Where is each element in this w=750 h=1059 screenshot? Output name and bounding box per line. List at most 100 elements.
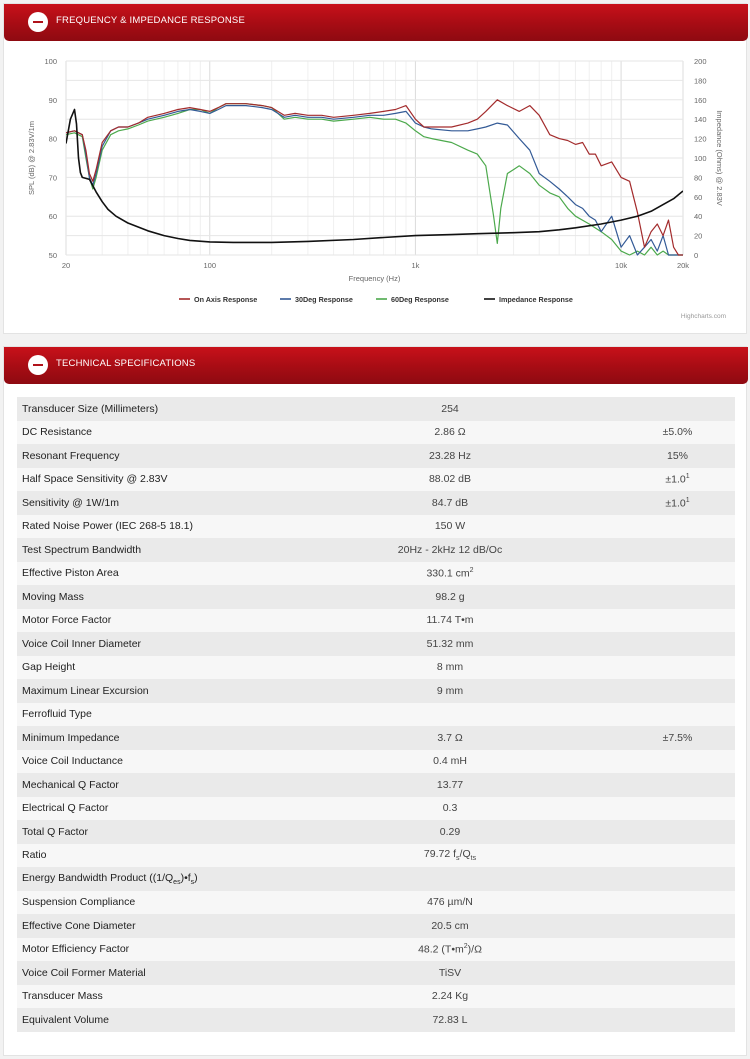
y2-tick-label: 140 [694, 115, 707, 124]
spec-value-text: 150 W [434, 520, 466, 533]
spec-tolerance [620, 679, 735, 703]
chart-credits[interactable]: Highcharts.com [680, 313, 726, 320]
x-tick-label: 20k [677, 261, 689, 270]
spec-tolerance [620, 702, 735, 726]
spec-value-subscript: s [456, 855, 460, 863]
spec-tolerance [620, 843, 735, 867]
spec-name-text: ) [194, 871, 198, 884]
spec-value-text: 254 [441, 402, 459, 415]
spec-name: Moving Mass [17, 585, 280, 609]
spec-row: Half Space Sensitivity @ 2.83V 88.02 dB ±1… [17, 467, 735, 491]
legend-item[interactable]: Impedance Response [499, 295, 573, 304]
legend-item[interactable]: 30Deg Response [295, 295, 353, 304]
spec-tolerance [620, 914, 735, 938]
legend-item[interactable]: On Axis Response [194, 295, 257, 304]
spec-tolerance-text: ±5.0% [662, 426, 693, 439]
spec-value [280, 867, 620, 891]
spec-name: Electrical Q Factor [17, 796, 280, 820]
y2-tick-label: 100 [694, 154, 707, 163]
spec-value: 9 mm [280, 679, 620, 703]
spec-row: Mechanical Q Factor 13.77 [17, 773, 735, 797]
y2-tick-label: 80 [694, 173, 702, 182]
spec-name: Rated Noise Power (IEC 268-5 18.1) [17, 514, 280, 538]
spec-tolerance [620, 514, 735, 538]
spec-value: 79.72 fs/Qts [280, 843, 620, 867]
spec-row: Voice Coil Former Material TiSV [17, 961, 735, 985]
y2-tick-label: 60 [694, 193, 702, 202]
spec-tolerance: ±1.01 [620, 491, 735, 515]
spec-name: Voice Coil Inner Diameter [17, 632, 280, 656]
spec-row: Ratio 79.72 fs/Qts [17, 843, 735, 867]
spec-tolerance [620, 632, 735, 656]
spec-name-subscript: s [190, 878, 195, 886]
spec-row: Equivalent Volume 72.83 L [17, 1008, 735, 1032]
spec-value-text: 72.83 L [432, 1013, 468, 1026]
y2-tick-label: 40 [694, 212, 702, 221]
spec-name: Effective Cone Diameter [17, 914, 280, 938]
y-tick-label: 80 [49, 135, 57, 144]
spec-value-text: 2.86 Ω [434, 426, 466, 439]
spec-tolerance-text: ±1.0 [665, 497, 686, 509]
spec-name-subscript: es [173, 878, 181, 886]
x-tick-label: 1k [411, 261, 419, 270]
spec-value-text: 20.5 cm [431, 919, 469, 932]
spec-value-text: 51.32 mm [426, 637, 474, 650]
y2-tick-label: 160 [694, 96, 707, 105]
x-tick-label: 10k [615, 261, 627, 270]
spec-value: 476 µm/N [280, 890, 620, 914]
spec-tolerance [620, 397, 735, 421]
spec-value-text: /Q [459, 848, 471, 861]
spec-tolerance-text: 15% [666, 449, 688, 462]
spec-tolerance [620, 749, 735, 773]
spec-name-text: )•f [180, 871, 191, 884]
collapse-minus-icon[interactable] [28, 12, 48, 32]
spec-row: Electrical Q Factor 0.3 [17, 796, 735, 820]
spec-value: 150 W [280, 514, 620, 538]
spec-tolerance [620, 773, 735, 797]
spec-value-text: 8 mm [436, 661, 464, 674]
spec-value: 330.1 cm2 [280, 561, 620, 585]
spec-name: Minimum Impedance [17, 726, 280, 750]
spec-value: 72.83 L [280, 1008, 620, 1032]
spec-tolerance-superscript: 1 [685, 496, 690, 504]
spec-tolerance: ±1.01 [620, 467, 735, 491]
spec-value: 13.77 [280, 773, 620, 797]
spec-tolerance-text: ±7.5% [662, 731, 693, 744]
spec-tolerance [620, 937, 735, 961]
collapse-minus-icon[interactable] [28, 355, 48, 375]
y-axis-title: SPL (dB) @ 2.83V/1m [27, 121, 36, 195]
spec-name: Energy Bandwidth Product ((1/Qes)•fs) [17, 867, 280, 891]
spec-value-text: 98.2 g [435, 590, 465, 603]
spec-row: Motor Efficiency Factor 48.2 (T•m2)/Ω [17, 937, 735, 961]
spec-name: Test Spectrum Bandwidth [17, 538, 280, 562]
spec-value: 98.2 g [280, 585, 620, 609]
spec-name: Equivalent Volume [17, 1008, 280, 1032]
spec-value: 2.24 Kg [280, 984, 620, 1008]
y2-tick-label: 120 [694, 135, 707, 144]
specs-panel-header[interactable]: Technical Specifications [4, 347, 748, 384]
series-line-60deg-response[interactable] [66, 103, 683, 256]
y2-tick-label: 200 [694, 57, 707, 66]
spec-name: Transducer Mass [17, 984, 280, 1008]
spec-value-text: 476 µm/N [427, 896, 473, 909]
spec-name: Half Space Sensitivity @ 2.83V [17, 467, 280, 491]
y-tick-label: 90 [49, 96, 57, 105]
spec-name: DC Resistance [17, 420, 280, 444]
spec-value-text: 3.7 Ω [437, 731, 463, 744]
y2-tick-label: 20 [694, 232, 702, 241]
series-line-on-axis-response[interactable] [66, 99, 683, 256]
legend-item[interactable]: 60Deg Response [391, 295, 449, 304]
spec-value-text: 9 mm [436, 684, 464, 697]
spec-name: Motor Efficiency Factor [17, 937, 280, 961]
spec-value-text: 84.7 dB [431, 496, 469, 509]
spec-value: 0.29 [280, 820, 620, 844]
spec-name: Voice Coil Inductance [17, 749, 280, 773]
spec-value: 84.7 dB [280, 491, 620, 515]
frequency-chart: 20 100 1k 10k 20k 50 60 70 80 90 100 0 20 40 60 80 100 12… [27, 57, 724, 304]
frequency-panel-header[interactable]: Frequency & Impedance Response [4, 4, 748, 41]
series-line-impedance-response[interactable] [66, 108, 683, 244]
spec-value-text: )/Ω [467, 943, 482, 956]
spec-tolerance-text: ±1.0 [665, 473, 686, 486]
spec-row: Voice Coil Inductance 0.4 mH [17, 749, 735, 773]
spec-name: Mechanical Q Factor [17, 773, 280, 797]
